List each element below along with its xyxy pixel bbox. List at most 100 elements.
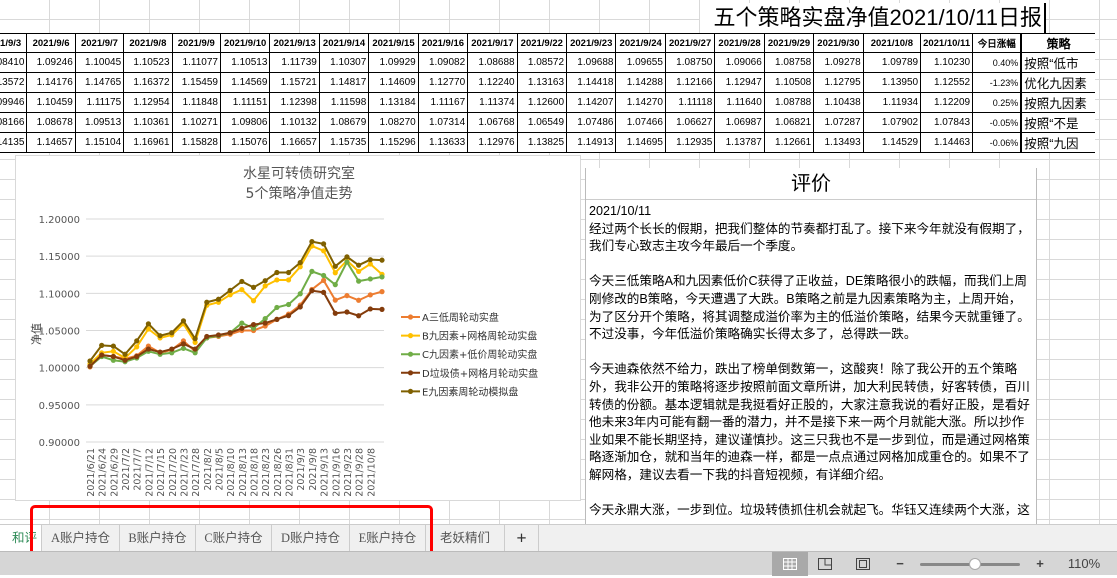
net-value-cell[interactable]: 1.10307 <box>318 52 370 73</box>
strategy-cell[interactable]: 按照“不是 <box>1020 112 1095 133</box>
net-value-cell[interactable]: 1.15735 <box>318 132 370 153</box>
net-value-cell[interactable]: 1.12976 <box>467 132 518 153</box>
sheet-tab-c-holdings[interactable]: C账户持仓 <box>196 525 272 551</box>
column-header[interactable]: 2021/9/10 <box>219 33 271 53</box>
column-header[interactable]: 2021/9/13 <box>269 33 320 53</box>
net-value-cell[interactable]: 1.10271 <box>171 112 221 133</box>
net-value-cell[interactable]: 1.07902 <box>862 112 922 133</box>
net-value-cell[interactable]: 1.11934 <box>862 92 922 113</box>
net-value-cell[interactable]: 1.07287 <box>813 112 864 133</box>
net-value-cell[interactable]: 1.15828 <box>171 132 221 153</box>
add-sheet-button[interactable]: + <box>505 525 539 551</box>
column-header[interactable]: 今日涨幅 <box>972 33 1022 53</box>
net-value-cell[interactable]: 1.14765 <box>74 72 125 93</box>
page-layout-icon[interactable] <box>810 552 840 576</box>
column-header[interactable]: 2021/9/23 <box>566 33 617 53</box>
net-value-cell[interactable]: 1.12166 <box>664 72 716 93</box>
net-value-cell[interactable]: 1.06821 <box>763 112 815 133</box>
net-value-cell[interactable]: 1.08678 <box>26 112 76 133</box>
net-value-cell[interactable]: 1.14176 <box>26 72 76 93</box>
comment-panel[interactable]: 评价 2021/10/11 经过两个长长的假期，把我们整体的节奏都打乱了。接下来今… <box>585 168 1037 525</box>
strategy-cell[interactable]: 按照九因素 <box>1020 92 1095 113</box>
column-header[interactable]: 2021/9/16 <box>417 33 469 53</box>
zoom-out-button[interactable]: − <box>896 556 904 571</box>
net-value-cell[interactable]: 1.13572 <box>0 72 28 93</box>
net-value-cell[interactable]: 1.12770 <box>417 72 469 93</box>
net-value-cell[interactable]: 1.08750 <box>664 52 716 73</box>
net-value-cell[interactable]: 1.09513 <box>74 112 125 133</box>
net-value-cell[interactable]: 1.09066 <box>714 52 765 73</box>
normal-view-icon[interactable] <box>772 552 808 576</box>
column-header[interactable]: 2021/9/17 <box>467 33 518 53</box>
net-value-cell[interactable]: 1.09655 <box>615 52 666 73</box>
sheet-tab-old-monsters[interactable]: 老妖精们 <box>426 525 505 551</box>
net-value-cell[interactable]: 1.14609 <box>368 72 419 93</box>
net-value-chart[interactable]: 水星可转债研究室 5个策略净值走势 净值 1.20000 1.15000 1.100… <box>15 155 581 501</box>
net-value-cell[interactable]: 1.09806 <box>219 112 271 133</box>
net-value-cell[interactable]: 1.13825 <box>516 132 568 153</box>
column-header[interactable]: 2021/9/22 <box>516 33 568 53</box>
net-value-cell[interactable]: 1.10459 <box>26 92 76 113</box>
net-value-cell[interactable]: 1.09246 <box>26 52 76 73</box>
daily-change-cell[interactable]: -0.05% <box>972 112 1022 133</box>
net-value-cell[interactable]: 1.12954 <box>123 92 173 113</box>
net-value-cell[interactable]: 1.14817 <box>318 72 370 93</box>
net-value-cell[interactable]: 1.12935 <box>664 132 716 153</box>
daily-change-cell[interactable]: 0.25% <box>972 92 1022 113</box>
strategy-cell[interactable]: 按照“九因 <box>1020 132 1095 153</box>
net-value-cell[interactable]: 1.11598 <box>318 92 370 113</box>
net-value-cell[interactable]: 1.06768 <box>467 112 518 133</box>
net-value-cell[interactable]: 1.09789 <box>862 52 922 73</box>
zoom-slider[interactable] <box>920 552 1020 576</box>
net-value-cell[interactable]: 1.12209 <box>920 92 974 113</box>
column-header[interactable]: 2021/10/11 <box>920 33 974 53</box>
net-value-cell[interactable]: 1.11167 <box>417 92 469 113</box>
net-value-cell[interactable]: 1.06987 <box>714 112 765 133</box>
net-value-cell[interactable]: 1.10508 <box>763 72 815 93</box>
net-value-cell[interactable]: 1.08788 <box>763 92 815 113</box>
net-value-cell[interactable]: 1.13163 <box>516 72 568 93</box>
net-value-cell[interactable]: 1.16372 <box>123 72 173 93</box>
net-value-cell[interactable]: 1.14270 <box>615 92 666 113</box>
daily-change-cell[interactable]: 0.40% <box>972 52 1022 73</box>
column-header[interactable]: 2021/9/8 <box>123 33 173 53</box>
daily-change-cell[interactable]: -0.06% <box>972 132 1022 153</box>
net-value-cell[interactable]: 1.10045 <box>74 52 125 73</box>
net-value-cell[interactable]: 1.10513 <box>219 52 271 73</box>
net-value-cell[interactable]: 1.15076 <box>219 132 271 153</box>
net-value-cell[interactable]: 1.13633 <box>417 132 469 153</box>
net-value-cell[interactable]: 1.08410 <box>0 52 28 73</box>
net-value-cell[interactable]: 1.15296 <box>368 132 419 153</box>
strategy-cell[interactable]: 按照“低市 <box>1020 52 1095 73</box>
column-header[interactable]: 2021/9/3 <box>0 33 28 53</box>
net-value-cell[interactable]: 1.08679 <box>318 112 370 133</box>
net-value-cell[interactable]: 1.07843 <box>920 112 974 133</box>
net-value-cell[interactable]: 1.09278 <box>813 52 864 73</box>
net-value-cell[interactable]: 1.12795 <box>813 72 864 93</box>
net-value-cell[interactable]: 1.14288 <box>615 72 666 93</box>
net-value-cell[interactable]: 1.08758 <box>763 52 815 73</box>
net-value-cell[interactable]: 1.07466 <box>615 112 666 133</box>
page-break-preview-icon[interactable] <box>848 552 878 576</box>
net-value-cell[interactable]: 1.09688 <box>566 52 617 73</box>
net-value-cell[interactable]: 1.08572 <box>516 52 568 73</box>
sheet-tab-b-holdings[interactable]: B账户持仓 <box>120 525 196 551</box>
net-value-cell[interactable]: 1.10523 <box>123 52 173 73</box>
net-value-cell[interactable]: 1.11151 <box>219 92 271 113</box>
net-value-cell[interactable]: 1.14529 <box>862 132 922 153</box>
net-value-cell[interactable]: 1.11640 <box>714 92 765 113</box>
net-value-cell[interactable]: 1.10132 <box>269 112 320 133</box>
net-value-cell[interactable]: 1.14418 <box>566 72 617 93</box>
net-value-cell[interactable]: 1.12552 <box>920 72 974 93</box>
net-value-cell[interactable]: 1.15721 <box>269 72 320 93</box>
sheet-tab-evaluation[interactable]: 和评价 <box>0 525 42 571</box>
net-value-cell[interactable]: 1.09929 <box>368 52 419 73</box>
column-header[interactable]: 2021/9/24 <box>615 33 666 53</box>
net-value-cell[interactable]: 1.07486 <box>566 112 617 133</box>
net-value-cell[interactable]: 1.12661 <box>763 132 815 153</box>
net-value-cell[interactable]: 1.14913 <box>566 132 617 153</box>
zoom-in-button[interactable]: + <box>1036 556 1044 571</box>
net-value-cell[interactable]: 1.11118 <box>664 92 716 113</box>
net-value-cell[interactable]: 1.11848 <box>171 92 221 113</box>
net-value-cell[interactable]: 1.12398 <box>269 92 320 113</box>
